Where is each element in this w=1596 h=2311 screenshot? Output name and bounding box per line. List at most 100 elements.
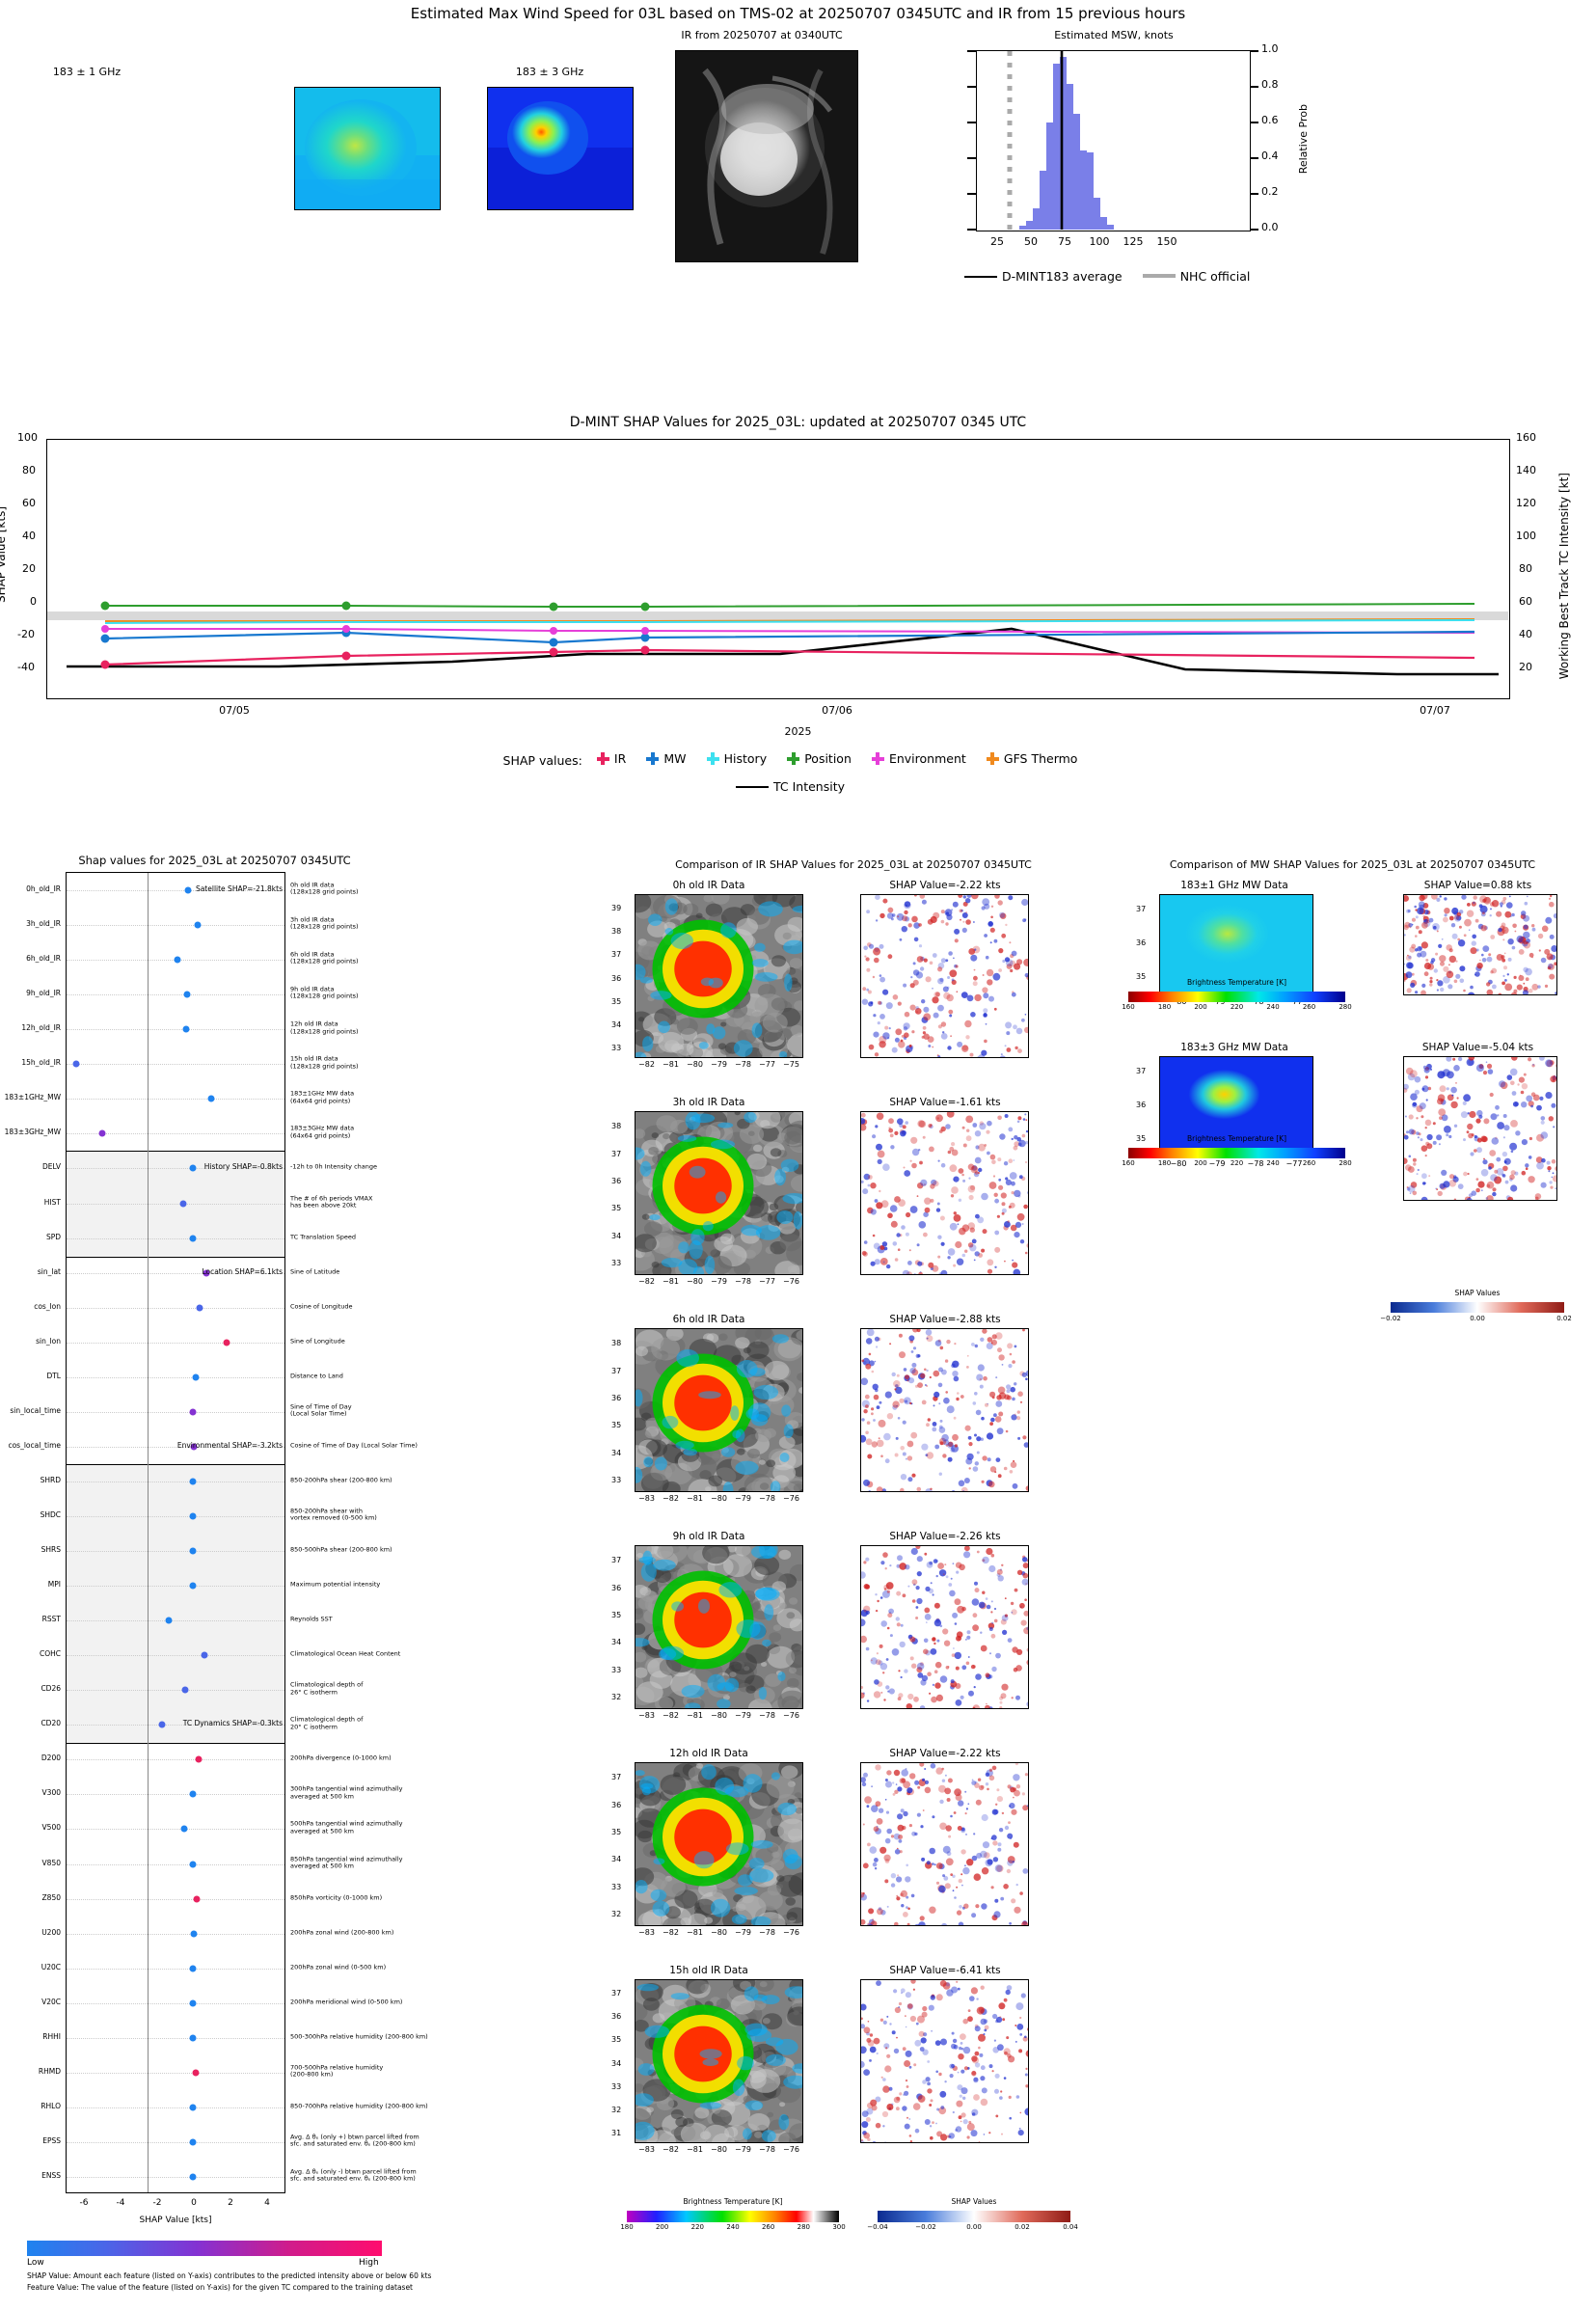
ir-shap-image — [860, 1328, 1029, 1492]
mw-data-image — [1159, 894, 1313, 995]
ir-ytick: 37 — [611, 1149, 622, 1158]
shap-gridline — [67, 1446, 284, 1448]
ts-ylabel-40: 40 — [22, 530, 36, 542]
shap-dot — [189, 1235, 197, 1242]
shap-dot — [196, 1304, 203, 1312]
histogram-plot — [976, 50, 1251, 231]
shap-dot — [174, 956, 181, 964]
mw-bt-tick-2: 280 — [1339, 1159, 1352, 1167]
shap-feature-label: 15h_old_IR — [21, 1058, 61, 1068]
ir-shap-tick: −0.02 — [915, 2223, 936, 2231]
shap-feature-descriptions: 0h old IR data (128x128 grid points) 3h ol… — [287, 872, 429, 2193]
shap-feature-desc: 183±3GHz MW data (64x64 grid points) — [290, 1125, 355, 1140]
ts-ylabel-0: 0 — [30, 595, 37, 608]
shap-feature-desc: Sine of Longitude — [290, 1337, 345, 1346]
ir-shap-tick: 0.00 — [966, 2223, 982, 2231]
ir-shap-image — [860, 1111, 1029, 1275]
ir-ytick: 36 — [611, 1800, 622, 1809]
shap-dot — [189, 2104, 197, 2111]
shap-feature-label: SHRS — [41, 1545, 61, 1555]
ir-ytick: 31 — [611, 2129, 622, 2138]
ir-ytick: 39 — [611, 903, 622, 912]
ir-xtick: −81 — [687, 1494, 703, 1503]
shap-feature-label: 183±1GHz_MW — [4, 1093, 61, 1102]
shap-panel-title: Shap values for 2025_03L at 20250707 034… — [78, 854, 351, 867]
mw-bt-tick-2: 160 — [1122, 1159, 1135, 1167]
ir-xtick: −81 — [687, 2145, 703, 2154]
shap-gridline — [67, 1863, 284, 1865]
ts-y2-160: 160 — [1516, 431, 1536, 444]
ir-ytick: 35 — [611, 2035, 622, 2045]
shap-dot — [189, 1512, 197, 1520]
shap-feature-label: V500 — [41, 1823, 61, 1833]
shap-zero-line — [148, 873, 149, 2192]
legend-gfs-thermo: GFS Thermo — [986, 751, 1077, 766]
shap-feature-desc: Sine of Latitude — [290, 1266, 340, 1275]
hist-xtick-150: 150 — [1156, 235, 1177, 248]
shap-gridline — [67, 1029, 284, 1031]
ir-data-image — [635, 1762, 803, 1926]
legend-dmint-average: D-MINT183 average — [964, 269, 1123, 284]
ir-data-title: 6h old IR Data — [672, 1314, 745, 1325]
ir-xtick: −81 — [687, 1711, 703, 1720]
ir-ytick: 32 — [611, 1910, 622, 1918]
ts-y2-40: 40 — [1519, 628, 1532, 640]
plus-marker-icon — [986, 752, 999, 765]
mw-bt-tick-2: 200 — [1194, 1159, 1207, 1167]
ir-xtick: −83 — [638, 2145, 655, 2154]
legend-label-environment: Environment — [888, 751, 966, 766]
mw-183p1-title: 183 ± 1 GHz — [52, 66, 122, 78]
ts-ylabel-m20: -20 — [17, 628, 35, 640]
shap-dot — [180, 1825, 188, 1833]
shap-dot — [203, 1269, 210, 1277]
mw-ytick: 37 — [1136, 904, 1147, 913]
ir-xtick: −77 — [759, 1277, 775, 1286]
shap-feature-label: cos_lon — [34, 1301, 61, 1311]
ir-xtick: −80 — [687, 1277, 703, 1286]
ir-shap-image — [860, 1979, 1029, 2143]
ir-ytick: 37 — [611, 1773, 622, 1782]
shap-feature-label: RHLO — [41, 2101, 61, 2110]
ir-ytick: 38 — [611, 927, 622, 936]
shap-feature-desc: 183±1GHz MW data (64x64 grid points) — [290, 1090, 355, 1105]
ts-xtick-0706: 07/06 — [822, 704, 852, 717]
mw-bt-tick-2: 240 — [1266, 1159, 1280, 1167]
shap-feature-desc: 200hPa zonal wind (200-800 km) — [290, 1927, 394, 1936]
mw-bt-colorbar-label-2: Brightness Temperature [K] — [1187, 1134, 1286, 1143]
ir-ytick: 36 — [611, 1583, 622, 1592]
mw-ytick: 36 — [1136, 938, 1147, 947]
shap-gridline — [67, 2037, 284, 2039]
ir-ytick: 35 — [611, 1421, 622, 1430]
shap-xtick: 0 — [191, 2198, 197, 2208]
hist-xtick-25: 25 — [990, 235, 1004, 248]
ir-shap-image — [860, 1545, 1029, 1709]
mw-shap-colorbar — [1391, 1302, 1564, 1313]
mw-183p3-title: 183 ± 3 GHz — [515, 66, 584, 78]
mw-shap-tick: 0.02 — [1556, 1315, 1572, 1322]
ir-data-image — [635, 894, 803, 1058]
shap-feature-desc: Distance to Land — [290, 1372, 343, 1380]
shap-dot — [179, 1200, 187, 1207]
timeseries-panel: D-MINT SHAP Values for 2025_03L: updated… — [0, 415, 1596, 849]
ir-ytick: 33 — [611, 1476, 622, 1484]
shap-feature-desc: 850hPa vorticity (0-1000 km) — [290, 1892, 383, 1901]
shap-feature-desc: TC Translation Speed — [290, 1232, 357, 1240]
ir-ytick: 32 — [611, 1693, 622, 1701]
shap-feature-desc: Climatological depth of 26° C isotherm — [290, 1680, 364, 1697]
ir-ytick: 34 — [611, 1231, 622, 1240]
shap-gridline — [67, 1307, 284, 1309]
shap-gridline — [67, 1655, 284, 1657]
mw-183p1-image — [294, 87, 441, 210]
timeseries-title: D-MINT SHAP Values for 2025_03L: updated… — [569, 415, 1027, 430]
ir-ytick: 36 — [611, 1394, 622, 1402]
shap-dot — [193, 1895, 201, 1903]
shap-feature-desc: 850-700hPa relative humidity (200-800 km… — [290, 2102, 428, 2110]
ts-ylabel-60: 60 — [22, 497, 36, 509]
ir-comparison-panel: Comparison of IR SHAP Values for 2025_03… — [598, 858, 1109, 2276]
mw-comparison-title: Comparison of MW SHAP Values for 2025_03… — [1169, 858, 1536, 871]
ir-data-title: 3h old IR Data — [672, 1097, 745, 1108]
shap-feature-desc: The # of 6h periods VMAX has been above 2… — [290, 1194, 373, 1210]
shap-feature-desc: 9h old IR data (128x128 grid points) — [290, 985, 359, 1001]
timeseries-legend: SHAP values: IR MW History Position Envi… — [0, 750, 1596, 769]
ir-shap-colorbar-label: SHAP Values — [951, 2197, 997, 2206]
